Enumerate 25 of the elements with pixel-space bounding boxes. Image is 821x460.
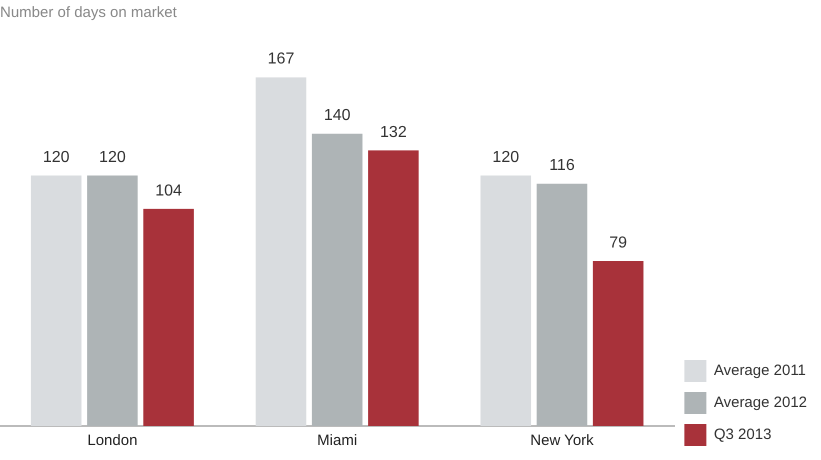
data-label: 116 — [549, 157, 575, 174]
bar — [536, 184, 588, 426]
chart-title: Number of days on market — [0, 4, 178, 22]
bar — [256, 77, 306, 426]
bar — [480, 175, 532, 426]
x-tick-label: London — [87, 432, 138, 450]
x-tick-label: Miami — [317, 432, 358, 450]
data-label: 120 — [99, 148, 126, 166]
data-label: 167 — [268, 50, 294, 68]
data-label: 104 — [155, 182, 182, 200]
data-label: 120 — [492, 148, 520, 166]
legend-label: Q3 2013 — [714, 426, 772, 444]
legend-label: Average 2011 — [714, 362, 806, 380]
data-label: 132 — [380, 124, 407, 141]
bar — [592, 261, 644, 426]
legend-label: Average 2012 — [714, 394, 808, 412]
data-label: 140 — [324, 107, 351, 124]
x-tick-label: New York — [530, 432, 594, 450]
bar — [368, 150, 419, 426]
bar — [87, 175, 138, 426]
data-label: 120 — [42, 148, 70, 166]
bar — [143, 208, 194, 426]
bar — [312, 134, 362, 426]
bar — [30, 175, 82, 426]
data-label: 79 — [609, 234, 628, 252]
